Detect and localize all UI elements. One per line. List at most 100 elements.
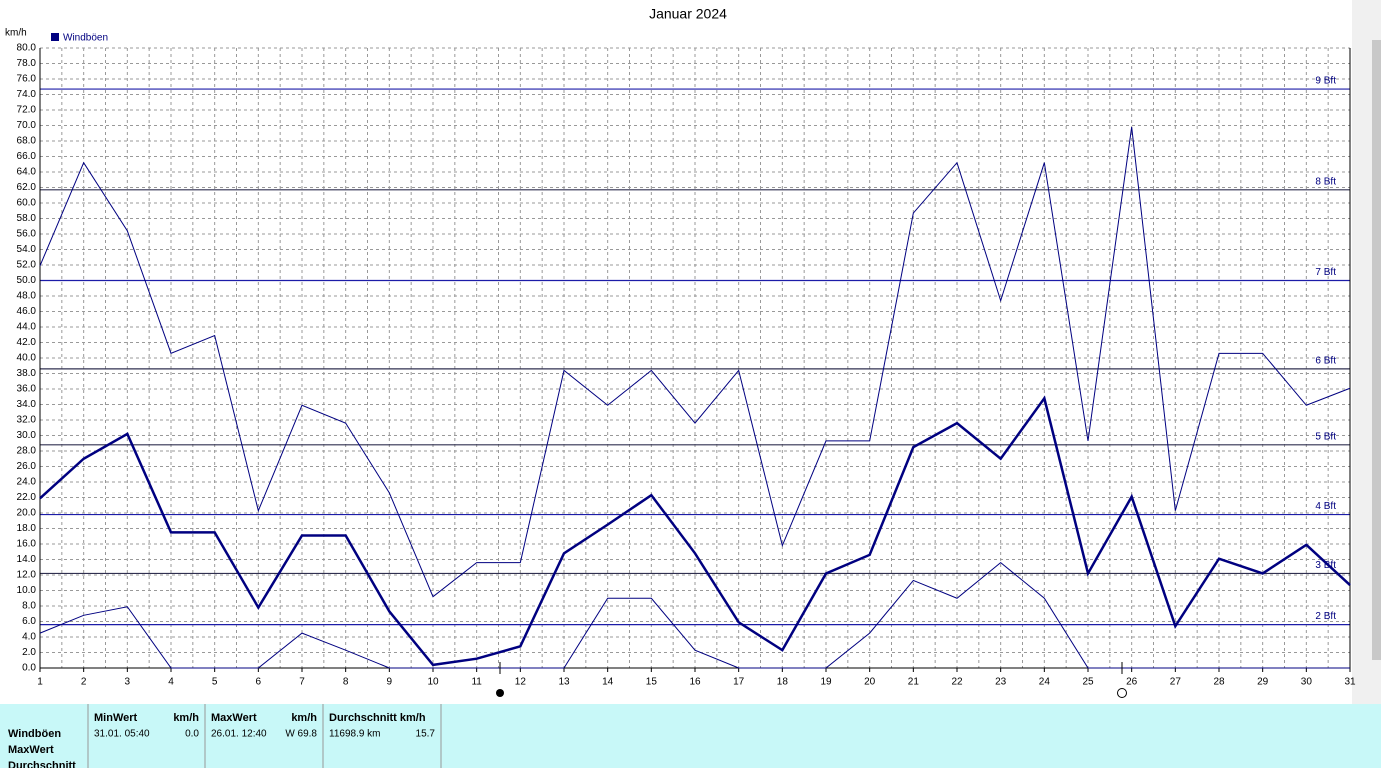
y-tick-label: 78.0: [17, 58, 37, 69]
x-tick-label: 26: [1126, 677, 1138, 688]
y-tick-label: 44.0: [17, 322, 37, 333]
x-tick-label: 29: [1257, 677, 1269, 688]
series-line: [39, 561, 1350, 669]
stats-header: km/h: [291, 712, 317, 724]
stats-cell: 11698.9 km: [329, 729, 381, 740]
y-tick-label: 36.0: [17, 384, 37, 395]
y-tick-label: 24.0: [17, 477, 37, 488]
stats-row-label: Durchschnitt: [8, 760, 76, 768]
stats-row-label: MaxWert: [8, 744, 54, 756]
y-tick-label: 34.0: [17, 399, 37, 410]
y-tick-label: 6.0: [22, 616, 36, 627]
beaufort-label: 6 Bft: [1315, 355, 1336, 366]
y-tick-label: 4.0: [22, 632, 36, 643]
x-tick-label: 11: [471, 677, 482, 688]
x-tick-label: 30: [1301, 677, 1313, 688]
stats-panel: [0, 704, 1381, 768]
y-tick-label: 8.0: [22, 601, 36, 612]
x-tick-label: 14: [602, 677, 614, 688]
x-tick-label: 3: [125, 677, 131, 688]
y-tick-label: 2.0: [22, 647, 36, 658]
series-line: [39, 126, 1351, 598]
x-tick-label: 28: [1213, 677, 1225, 688]
x-tick-label: 10: [427, 677, 439, 688]
x-tick-label: 16: [689, 677, 701, 688]
x-tick-label: 4: [168, 677, 174, 688]
y-tick-label: 26.0: [17, 461, 37, 472]
x-tick-label: 22: [951, 677, 963, 688]
beaufort-label: 8 Bft: [1315, 176, 1336, 187]
y-tick-label: 46.0: [17, 306, 37, 317]
legend-swatch: [51, 33, 59, 41]
y-tick-label: 28.0: [17, 446, 37, 457]
x-tick-label: 23: [995, 677, 1007, 688]
x-tick-label: 15: [646, 677, 658, 688]
y-tick-label: 64.0: [17, 167, 37, 178]
y-tick-label: 14.0: [17, 554, 37, 565]
y-tick-label: 32.0: [17, 415, 37, 426]
chart-title: Januar 2024: [649, 6, 727, 22]
x-tick-label: 2: [81, 677, 87, 688]
x-tick-label: 12: [515, 677, 527, 688]
y-unit: km/h: [5, 28, 27, 39]
y-tick-label: 52.0: [17, 260, 37, 271]
beaufort-label: 2 Bft: [1315, 611, 1336, 622]
stats-header: km/h: [173, 712, 199, 724]
y-tick-label: 60.0: [17, 198, 37, 209]
y-tick-label: 22.0: [17, 492, 37, 503]
x-tick-label: 31: [1344, 677, 1356, 688]
x-tick-label: 18: [777, 677, 789, 688]
stats-cell: 31.01. 05:40: [94, 729, 150, 740]
y-tick-label: 66.0: [17, 151, 37, 162]
y-tick-label: 30.0: [17, 430, 37, 441]
x-tick-label: 21: [908, 677, 920, 688]
full-moon-icon: [1117, 688, 1127, 698]
y-tick-label: 20.0: [17, 508, 37, 519]
beaufort-label: 7 Bft: [1315, 267, 1336, 278]
x-tick-label: 19: [820, 677, 832, 688]
y-tick-label: 16.0: [17, 539, 37, 550]
x-tick-label: 20: [864, 677, 876, 688]
x-tick-label: 25: [1082, 677, 1094, 688]
scroll-thumb: [1372, 40, 1381, 660]
stats-cell: 26.01. 12:40: [211, 729, 267, 740]
y-tick-label: 0.0: [22, 663, 36, 674]
y-tick-label: 56.0: [17, 229, 37, 240]
beaufort-label: 3 Bft: [1315, 560, 1336, 571]
x-tick-label: 13: [558, 677, 570, 688]
x-tick-label: 17: [733, 677, 745, 688]
new-moon-icon: [496, 689, 504, 697]
y-tick-label: 80.0: [17, 43, 37, 54]
x-tick-label: 24: [1039, 677, 1051, 688]
stats-header: Durchschnitt km/h: [329, 712, 426, 724]
x-tick-label: 1: [37, 677, 43, 688]
beaufort-label: 9 Bft: [1315, 76, 1336, 87]
y-tick-label: 40.0: [17, 353, 37, 364]
y-tick-label: 54.0: [17, 244, 37, 255]
y-tick-label: 68.0: [17, 136, 37, 147]
x-tick-label: 8: [343, 677, 349, 688]
y-tick-label: 72.0: [17, 105, 37, 116]
y-tick-label: 58.0: [17, 213, 37, 224]
y-tick-label: 70.0: [17, 120, 37, 131]
y-tick-label: 74.0: [17, 89, 37, 100]
y-tick-label: 10.0: [17, 585, 37, 596]
x-tick-label: 27: [1170, 677, 1182, 688]
y-tick-label: 38.0: [17, 368, 37, 379]
stats-cell: 15.7: [416, 729, 436, 740]
stats-cell: W 69.8: [285, 729, 317, 740]
y-tick-label: 18.0: [17, 523, 37, 534]
y-tick-label: 12.0: [17, 570, 37, 581]
beaufort-label: 5 Bft: [1315, 431, 1336, 442]
stats-header: MaxWert: [211, 712, 257, 724]
beaufort-label: 4 Bft: [1315, 501, 1336, 512]
y-tick-label: 42.0: [17, 337, 37, 348]
legend-label: Windböen: [63, 33, 108, 44]
y-tick-label: 62.0: [17, 182, 37, 193]
y-tick-label: 48.0: [17, 291, 37, 302]
y-tick-label: 76.0: [17, 74, 37, 85]
x-tick-label: 6: [256, 677, 262, 688]
stats-row-label: Windböen: [8, 728, 61, 740]
